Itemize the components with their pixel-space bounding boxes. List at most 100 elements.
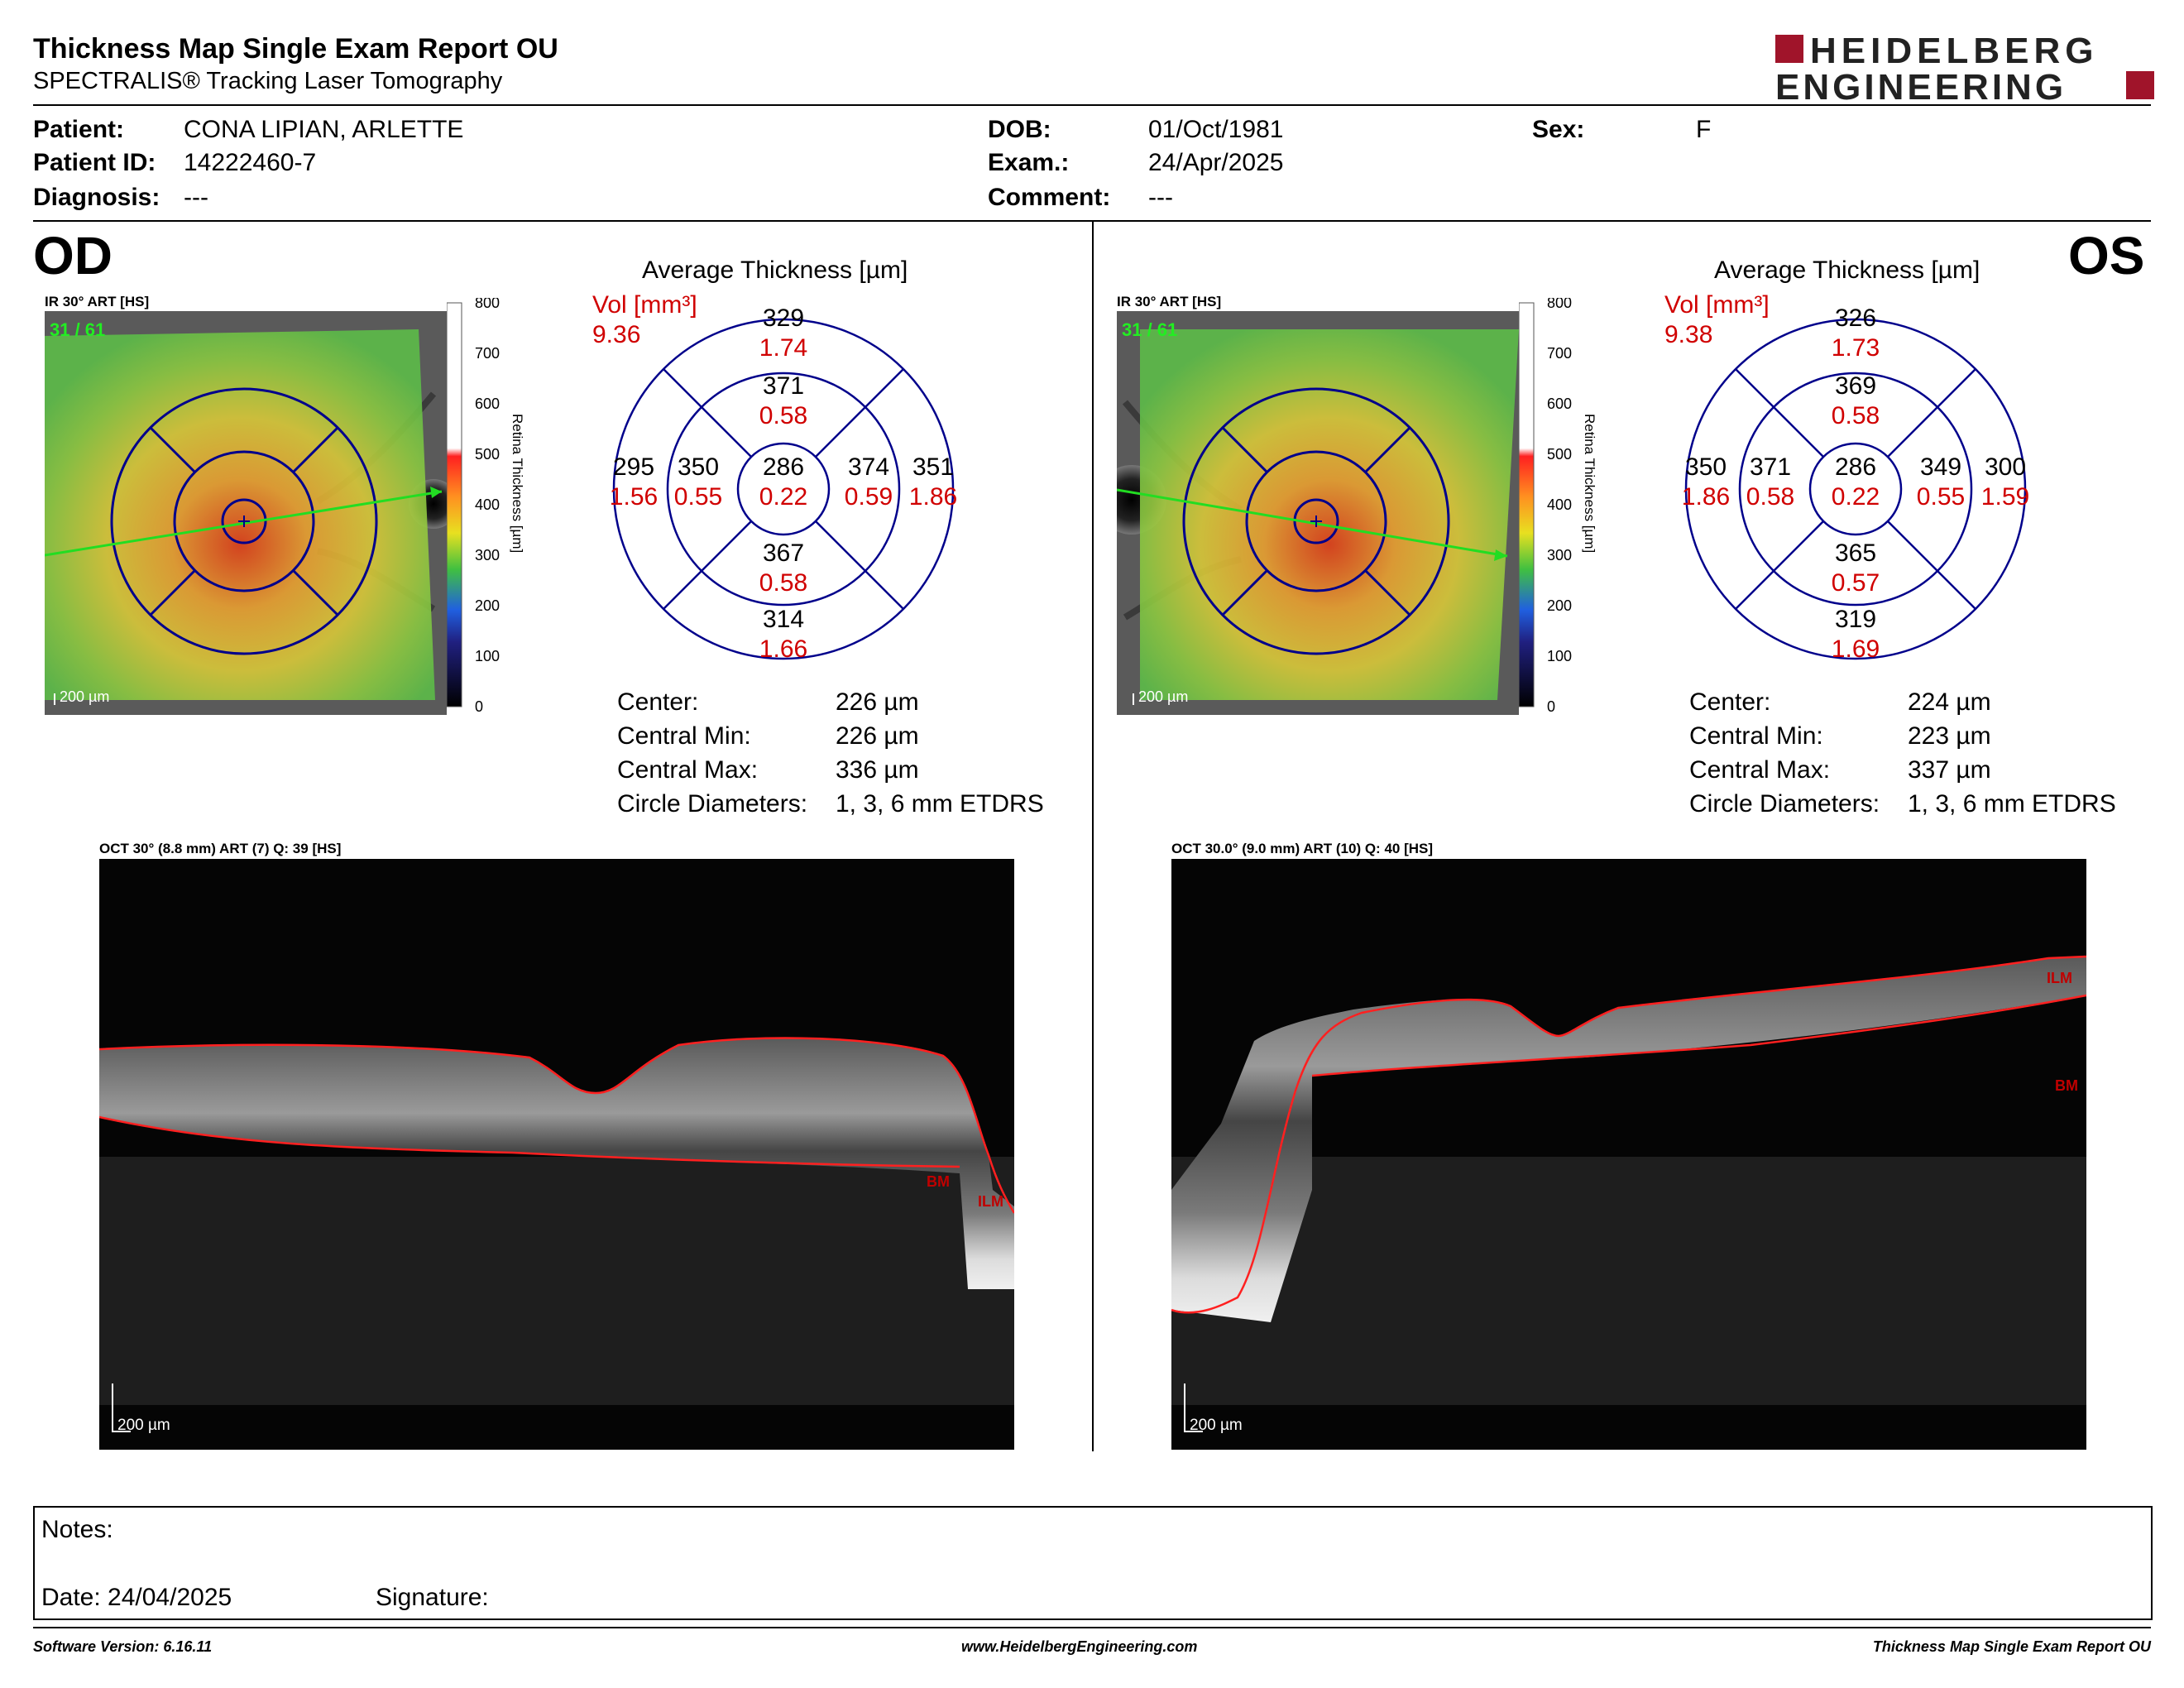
os-ilm-line <box>1171 955 2087 1314</box>
od-min-label: Central Min: <box>617 722 751 750</box>
od-etdrs-grid <box>110 387 378 655</box>
diagnosis-label: Diagnosis: <box>33 184 160 211</box>
od-ir-caption: IR 30° ART [HS] <box>45 294 150 309</box>
od-oct-label-bm: BM <box>927 1173 950 1190</box>
os-color-scale: 800 700 600 500 400 300 200 100 0 Retina… <box>1518 295 1618 715</box>
signature-label: Signature: <box>376 1584 489 1611</box>
od-frame-count: 31 / 61 <box>50 319 105 340</box>
footer-divider <box>33 1627 2151 1628</box>
website-link[interactable]: www.HeidelbergEngineering.com <box>961 1638 1198 1655</box>
os-oct-caption: OCT 30.0° (9.0 mm) ART (10) Q: 40 [HS] <box>1171 841 1434 856</box>
os-outer-right: 300 <box>1985 453 2026 481</box>
os-inner-right-vol: 0.55 <box>1917 483 1965 511</box>
od-etdrs-chart: 329 1.74 371 0.58 295 1.56 350 0.55 286 … <box>584 290 981 679</box>
od-ilm-line <box>98 1037 1016 1214</box>
od-diam-label: Circle Diameters: <box>617 790 808 818</box>
os-etdrs-lines <box>1684 318 2027 660</box>
od-map-scale-label: 200 µm <box>60 688 109 705</box>
od-scale-ticks: 800 700 600 500 400 300 200 100 0 <box>475 295 500 715</box>
os-inner-left: 371 <box>1750 453 1791 481</box>
os-retina-layers <box>1171 957 2086 1322</box>
od-oct-label-ilm: ILM <box>978 1193 1003 1210</box>
svg-text:600: 600 <box>1547 396 1572 412</box>
header-divider <box>33 104 2151 106</box>
od-inner-right-vol: 0.59 <box>845 483 893 511</box>
svg-text:200: 200 <box>1547 597 1572 614</box>
patient-id-value: 14222460-7 <box>184 149 317 176</box>
os-scale-bar <box>1518 302 1535 707</box>
report-title: Thickness Map Single Exam Report OU <box>33 33 558 65</box>
od-vol-label: Vol [mm³] <box>592 291 697 319</box>
od-outer-right: 351 <box>912 453 954 481</box>
os-etdrs-graphic: 326 1.73 369 0.58 350 1.86 371 0.58 286 … <box>1682 305 2029 663</box>
software-version: Software Version: 6.16.11 <box>33 1638 213 1655</box>
eye-divider <box>1092 222 1094 1451</box>
od-outer-bottom: 314 <box>763 606 804 633</box>
os-scale-graphic: 800 700 600 500 400 300 200 100 0 Retina… <box>1518 295 1597 715</box>
sex-value: F <box>1696 116 1712 143</box>
svg-text:100: 100 <box>1547 648 1572 664</box>
os-outer-top-vol: 1.73 <box>1832 334 1880 362</box>
heidelberg-logo: HEIDELBERG ENGINEERING <box>1770 30 2159 108</box>
os-oct-label-bm: BM <box>2055 1077 2078 1094</box>
os-scale-ticks: 800 700 600 500 400 300 200 100 0 <box>1547 295 1572 715</box>
os-max-label: Central Max: <box>1689 756 1831 784</box>
os-vol-label: Vol [mm³] <box>1664 291 1770 319</box>
od-outer-bottom-vol: 1.66 <box>759 635 807 663</box>
os-min-label: Central Min: <box>1689 722 1823 750</box>
diagnosis-value: --- <box>184 184 208 211</box>
notes-label: Notes: <box>41 1516 113 1543</box>
od-oct-scan: BM ILM 200 µm <box>98 859 1016 1450</box>
sex-label: Sex: <box>1532 116 1585 143</box>
os-vol-value: 9.38 <box>1664 321 1713 348</box>
notes-box[interactable]: Notes: Date: 24/04/2025 Signature: <box>33 1506 2153 1620</box>
os-center-label: Center: <box>1689 688 1771 716</box>
os-center: 286 <box>1835 453 1876 481</box>
od-retina-layers <box>99 1038 1014 1289</box>
date-label: Date: 24/04/2025 <box>41 1584 232 1611</box>
svg-text:500: 500 <box>475 446 500 463</box>
od-center: 286 <box>763 453 804 481</box>
od-outer-left-vol: 1.56 <box>610 483 658 511</box>
od-inner-top-vol: 0.58 <box>759 402 807 429</box>
od-scale-bar <box>446 302 462 707</box>
od-scale-title: Retina Thickness [µm] <box>510 414 525 553</box>
svg-text:500: 500 <box>1547 446 1572 463</box>
od-scan-arrow <box>430 487 442 498</box>
logo-text-top: HEIDELBERG <box>1810 31 2098 71</box>
os-outer-left-vol: 1.86 <box>1682 483 1730 511</box>
os-diam-value: 1, 3, 6 mm ETDRS <box>1908 790 2116 818</box>
od-inner-bottom-vol: 0.58 <box>759 569 807 597</box>
os-center-value: 224 µm <box>1908 688 1991 716</box>
od-center-label: Center: <box>617 688 699 716</box>
os-map-graphic: 31 / 61 200 µm <box>1097 311 1519 715</box>
logo-graphic: HEIDELBERG ENGINEERING <box>1775 31 2154 108</box>
od-oct-graphic: BM ILM 200 µm <box>98 859 1016 1450</box>
od-color-scale: 800 700 600 500 400 300 200 100 0 Retina… <box>446 295 546 715</box>
od-outer-left: 295 <box>613 453 654 481</box>
od-diam-value: 1, 3, 6 mm ETDRS <box>836 790 1044 818</box>
os-etdrs-chart: 326 1.73 369 0.58 350 1.86 371 0.58 286 … <box>1656 290 2053 679</box>
os-max-value: 337 µm <box>1908 756 1991 784</box>
os-inner-top: 369 <box>1835 372 1876 400</box>
os-outer-bottom-vol: 1.69 <box>1832 635 1880 663</box>
os-ir-caption: IR 30° ART [HS] <box>1117 294 1222 309</box>
logo-text-bottom: ENGINEERING <box>1775 67 2067 104</box>
od-center-value: 226 µm <box>836 688 919 716</box>
od-choroid <box>99 1157 1014 1405</box>
od-vol-value: 9.36 <box>592 321 641 348</box>
footer-report-name: Thickness Map Single Exam Report OU <box>1872 1638 2151 1655</box>
svg-text:600: 600 <box>475 396 500 412</box>
report-subtitle: SPECTRALIS® Tracking Laser Tomography <box>33 68 503 94</box>
os-inner-right: 349 <box>1920 453 1961 481</box>
od-oct-scale-label: 200 µm <box>117 1417 170 1434</box>
os-outer-left: 350 <box>1685 453 1727 481</box>
os-outer-bottom: 319 <box>1835 606 1876 633</box>
logo-square-top <box>1775 35 1803 63</box>
svg-text:300: 300 <box>475 547 500 563</box>
od-inner-right: 374 <box>848 453 889 481</box>
od-oct-scale-bar <box>112 1383 131 1432</box>
od-outer-top: 329 <box>763 305 804 332</box>
os-eye-label: OS <box>2068 226 2145 285</box>
os-center-vol: 0.22 <box>1832 483 1880 511</box>
